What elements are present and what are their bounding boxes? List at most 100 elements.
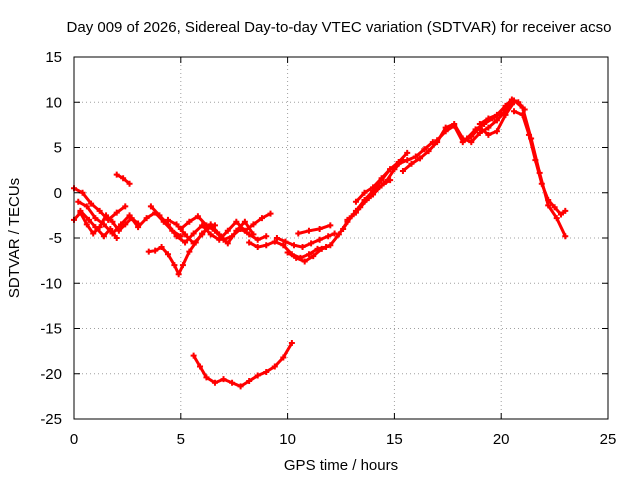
data-point-arc-8	[164, 216, 171, 223]
data-point-arc-15	[361, 198, 368, 205]
y-axis-label: SDTVAR / TECUs	[6, 178, 23, 298]
data-point-arc-23	[229, 379, 236, 386]
y-tick-label: -25	[40, 411, 62, 428]
data-point-arc-7	[250, 221, 257, 228]
data-point-arc-8	[190, 240, 197, 247]
y-tick-label: -15	[40, 321, 62, 338]
data-point-arc-11	[273, 235, 280, 241]
y-tick-label: -10	[40, 275, 62, 292]
data-point-arc-2	[92, 215, 99, 222]
data-point-arc-2	[143, 215, 150, 222]
grid	[74, 57, 608, 419]
data-point-arc-13	[305, 227, 312, 234]
data-point-arc-2	[75, 198, 82, 205]
data-point-arc-7	[224, 227, 231, 234]
data-point-arc-7	[258, 215, 265, 222]
data-point-arc-3	[113, 235, 120, 241]
ticks: 0 5 10 15 20 25 -25 -20 -15 -10 -5 0 5 10 15	[40, 49, 616, 448]
data-point-arc-9	[211, 227, 218, 234]
data-point-arc-11	[299, 244, 306, 251]
data-point-arc-10	[254, 244, 261, 251]
data-point-arc-17	[468, 139, 475, 146]
data-point-arc-10	[246, 239, 253, 246]
data-point-arc-20	[485, 115, 492, 122]
data-point-arc-10	[271, 238, 278, 245]
data-point-arc-18	[485, 131, 492, 138]
y-tick-label: 15	[45, 49, 62, 66]
data-point-arc-10	[305, 251, 312, 258]
data-point-arc-11	[282, 238, 289, 245]
data-point-arc-17	[399, 168, 406, 175]
data-point-arc-16	[404, 149, 411, 156]
data-point-arc-15	[352, 209, 359, 216]
data-point-arc-9	[177, 225, 184, 232]
data-point-arc-8	[182, 231, 189, 238]
data-point-arc-2	[126, 212, 133, 219]
data-point-arc-23	[288, 339, 295, 346]
data-point-arc-3	[100, 233, 107, 240]
series-arc-23	[192, 341, 294, 388]
data-point-arc-17	[417, 155, 424, 162]
data-point-arc-7	[207, 231, 214, 238]
data-point-arc-2	[117, 221, 124, 228]
data-point-arc-17	[493, 117, 500, 124]
data-point-arc-19	[464, 135, 471, 142]
data-point-arc-10	[280, 242, 287, 249]
data-point-arc-4	[88, 200, 95, 207]
x-tick-label: 10	[279, 431, 296, 448]
data-point-arc-8	[173, 221, 180, 228]
data-point-arc-4	[96, 207, 103, 214]
data-point-arc-9	[194, 213, 201, 220]
data-point-arc-7	[190, 230, 197, 237]
data-point-arc-21	[511, 97, 518, 104]
x-tick-label: 5	[177, 431, 185, 448]
x-tick-label: 20	[493, 431, 510, 448]
data-point-arc-7	[156, 212, 163, 219]
data-point-arc-7	[233, 218, 240, 225]
data-point-arc-3	[85, 216, 92, 223]
x-tick-label: 25	[600, 431, 617, 448]
data-point-arc-21	[502, 106, 509, 113]
y-tick-label: 10	[45, 94, 62, 111]
data-point-arc-8	[224, 240, 231, 247]
data-point-arc-6	[152, 247, 159, 254]
data-point-arc-23	[246, 377, 253, 384]
data-point-arc-6	[164, 251, 171, 258]
y-tick-label: -20	[40, 366, 62, 383]
data-point-arc-2	[100, 221, 107, 228]
y-tick-label: 0	[54, 185, 62, 202]
data-point-arc-16	[395, 158, 402, 165]
data-point-arc-16	[352, 198, 359, 205]
data-point-arc-22	[525, 131, 532, 138]
data-point-arc-11	[316, 236, 323, 243]
data-point-arc-18	[502, 111, 509, 118]
data-point-arc-11	[308, 240, 315, 247]
data-point-arc-22	[551, 204, 558, 211]
data-point-arc-4	[105, 216, 112, 223]
y-tick-label: 5	[54, 140, 62, 157]
data-point-arc-1	[109, 218, 116, 225]
data-point-arc-4	[113, 209, 120, 216]
data-point-arc-4	[79, 189, 86, 196]
data-point-arc-21	[553, 215, 560, 222]
data-point-arc-9	[254, 236, 261, 243]
data-point-arc-14	[340, 225, 347, 232]
data-point-arc-20	[493, 111, 500, 118]
data-point-arc-3	[92, 224, 99, 231]
data-point-arc-5	[120, 175, 127, 182]
series-arc-3	[78, 209, 119, 240]
data-point-arc-6	[175, 271, 182, 278]
data-point-arc-15	[378, 182, 385, 189]
data-point-arc-16	[361, 189, 368, 196]
data-point-arc-12	[412, 153, 419, 160]
data-point-arc-21	[545, 202, 552, 209]
data-point-arc-15	[344, 216, 351, 223]
data-point-arc-22	[562, 207, 569, 214]
data-point-arc-6	[186, 248, 193, 255]
data-point-arc-6	[158, 244, 165, 251]
data-point-arc-4	[122, 203, 129, 210]
series-layer	[71, 96, 569, 390]
data-point-arc-8	[199, 231, 206, 238]
data-point-arc-12	[284, 249, 291, 256]
data-point-arc-7	[182, 239, 189, 246]
